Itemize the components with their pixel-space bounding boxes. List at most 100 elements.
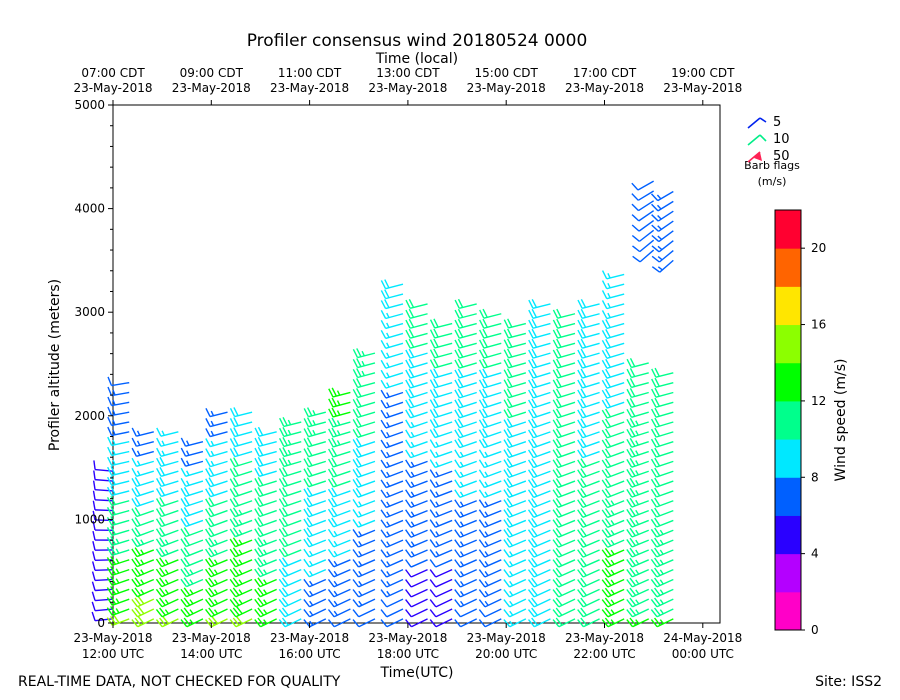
barb-shaft xyxy=(94,509,114,512)
barb-full xyxy=(229,448,236,457)
barb-full xyxy=(429,599,437,608)
wind-barb xyxy=(577,308,600,319)
x-tick-label-date: 23-May-2018 xyxy=(73,631,152,645)
barb-full xyxy=(208,567,215,576)
barb-full xyxy=(654,467,661,477)
barb-full xyxy=(626,388,633,398)
wind-barb xyxy=(528,408,551,419)
barb-full xyxy=(629,487,636,497)
barb-half xyxy=(312,429,316,436)
barb-full xyxy=(651,378,657,388)
wind-barb xyxy=(631,229,655,242)
wind-barb xyxy=(91,591,114,602)
barb-full xyxy=(429,479,436,488)
wind-barb xyxy=(601,358,625,369)
barb-half xyxy=(635,539,640,545)
barb-full xyxy=(159,547,166,556)
colorbar-label: Wind speed (m/s) xyxy=(833,359,849,482)
barb-full xyxy=(433,398,439,407)
wind-barb xyxy=(107,386,130,397)
wind-barb xyxy=(454,588,478,598)
barb-full xyxy=(257,577,264,586)
barb-full xyxy=(278,437,285,447)
barb-full xyxy=(433,348,439,358)
barb-full xyxy=(134,577,142,586)
barb-full xyxy=(531,458,538,467)
barb-half xyxy=(309,570,314,576)
barb-full xyxy=(650,508,658,518)
wind-barb xyxy=(380,578,404,588)
wind-barb xyxy=(205,557,228,568)
barb-shaft xyxy=(460,598,478,608)
wind-barb xyxy=(601,310,625,320)
barb-full xyxy=(601,409,608,419)
wind-barb xyxy=(380,329,404,340)
barb-full xyxy=(131,508,138,517)
wind-barb xyxy=(577,358,600,369)
wind-barb xyxy=(131,457,154,467)
barb-full xyxy=(429,389,436,399)
wind-barb xyxy=(429,398,453,409)
barb-full xyxy=(254,488,261,497)
barb-full xyxy=(531,617,538,626)
barb-half xyxy=(509,551,514,557)
wind-barb xyxy=(405,408,428,419)
barb-full xyxy=(352,449,359,458)
barb-full xyxy=(429,399,436,409)
barb-shaft xyxy=(137,598,155,608)
barb-full xyxy=(380,449,387,459)
colorbar-segment xyxy=(775,591,801,631)
barb-half xyxy=(459,471,464,477)
barb-half xyxy=(386,312,390,318)
wind-barb xyxy=(303,527,327,538)
barb-full xyxy=(155,568,163,578)
wind-barb xyxy=(651,259,674,273)
barb-full xyxy=(531,527,538,537)
barb-full xyxy=(180,447,187,457)
barb-half xyxy=(186,450,190,456)
barb-shaft xyxy=(607,569,625,578)
barb-shaft xyxy=(435,618,453,628)
barb-full xyxy=(155,588,163,598)
wind-barb xyxy=(155,487,179,498)
x-tick-label-date: 23-May-2018 xyxy=(172,631,251,645)
barb-full xyxy=(134,497,141,506)
barb-full xyxy=(380,290,387,299)
barb-full xyxy=(506,378,513,388)
barb-full xyxy=(527,439,535,449)
barb-full xyxy=(380,509,387,518)
barb-shaft xyxy=(386,618,404,628)
barb-full xyxy=(110,526,116,535)
barb-shaft xyxy=(358,618,376,628)
barb-half xyxy=(336,390,341,396)
barb-full xyxy=(380,519,387,528)
barb-full xyxy=(654,457,661,467)
barb-full xyxy=(482,348,488,358)
wind-barb xyxy=(303,467,327,478)
barb-full xyxy=(601,379,608,389)
x-tick-label-time: 14:00 UTC xyxy=(180,647,242,661)
barb-full xyxy=(433,328,439,338)
barb-full xyxy=(531,418,538,428)
barb-shaft xyxy=(111,381,130,387)
barb-full xyxy=(650,438,657,448)
wind-barb xyxy=(503,578,527,588)
barb-full xyxy=(454,609,462,618)
barb-shaft xyxy=(309,598,327,608)
barb-full xyxy=(454,589,461,598)
barb-full xyxy=(134,517,141,526)
barb-shaft xyxy=(410,598,428,608)
barb-full xyxy=(478,459,485,468)
wind-barb xyxy=(601,508,625,519)
wind-barb xyxy=(205,527,228,538)
wind-barb xyxy=(528,338,551,349)
barb-half xyxy=(459,600,465,606)
wind-barb xyxy=(205,428,228,438)
barb-full xyxy=(433,368,439,378)
barb-half xyxy=(213,589,219,595)
barb-half xyxy=(358,551,363,557)
barb-half xyxy=(336,410,341,416)
wind-barb xyxy=(380,608,404,618)
barb-full xyxy=(131,578,138,588)
barb-full xyxy=(356,368,362,377)
